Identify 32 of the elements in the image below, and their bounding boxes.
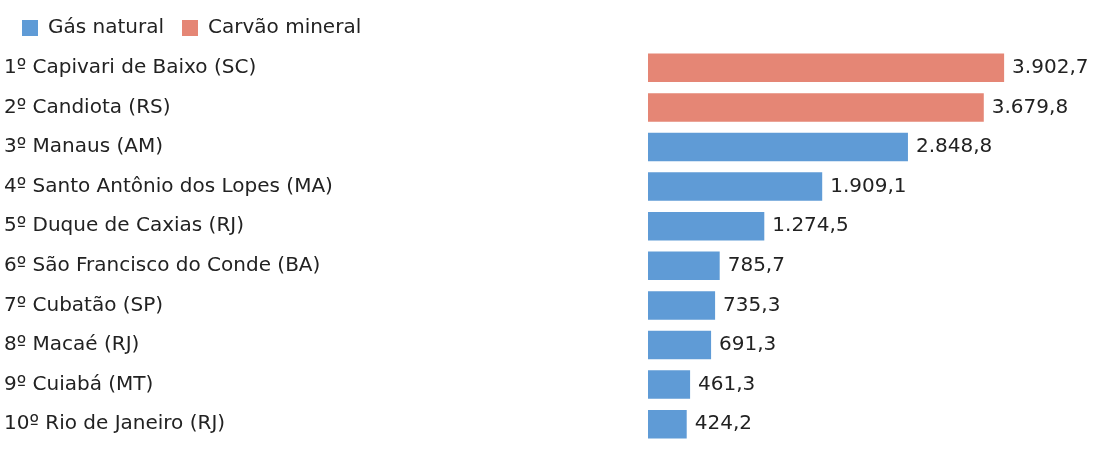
y-tick-label: 2º Candiota (RS) bbox=[4, 93, 171, 118]
data-label: 785,7 bbox=[727, 252, 785, 276]
bar bbox=[648, 93, 984, 122]
data-label: 735,3 bbox=[723, 291, 781, 316]
data-label: 424,2 bbox=[694, 410, 752, 435]
y-tick-label: 10º Rio de Janeiro (RJ) bbox=[4, 410, 226, 435]
bar bbox=[648, 53, 1005, 83]
y-tick-label: 3º Manaus (AM) bbox=[4, 133, 163, 158]
data-label: 3.902,7 bbox=[1012, 54, 1089, 78]
data-label: 691,3 bbox=[719, 331, 777, 356]
y-tick-label: 9º Cuiabá (MT) bbox=[4, 370, 154, 395]
bar bbox=[648, 409, 687, 439]
bar bbox=[648, 291, 716, 320]
bar bbox=[648, 211, 765, 241]
data-label: 461,3 bbox=[698, 370, 756, 395]
bar bbox=[648, 330, 712, 360]
y-tick-label: 5º Duque de Caxias (RJ) bbox=[4, 212, 245, 237]
data-label: 1.274,5 bbox=[772, 212, 849, 237]
legend-label: Carvão mineral bbox=[208, 14, 362, 39]
y-tick-label: 6º São Francisco do Conde (BA) bbox=[4, 252, 321, 276]
legend-label: Gás natural bbox=[48, 14, 165, 39]
bar bbox=[648, 370, 691, 399]
data-label: 1.909,1 bbox=[830, 172, 907, 197]
y-tick-label: 4º Santo Antônio dos Lopes (MA) bbox=[4, 172, 333, 197]
bar bbox=[648, 172, 823, 201]
bar bbox=[648, 251, 720, 281]
y-tick-label: 8º Macaé (RJ) bbox=[4, 331, 140, 356]
y-tick-label: 1º Capivari de Baixo (SC) bbox=[4, 54, 257, 78]
data-label: 2.848,8 bbox=[915, 133, 993, 158]
data-label: 3.679,8 bbox=[991, 93, 1069, 118]
bar bbox=[648, 132, 908, 162]
y-tick-label: 7º Cubatão (SP) bbox=[4, 291, 164, 316]
